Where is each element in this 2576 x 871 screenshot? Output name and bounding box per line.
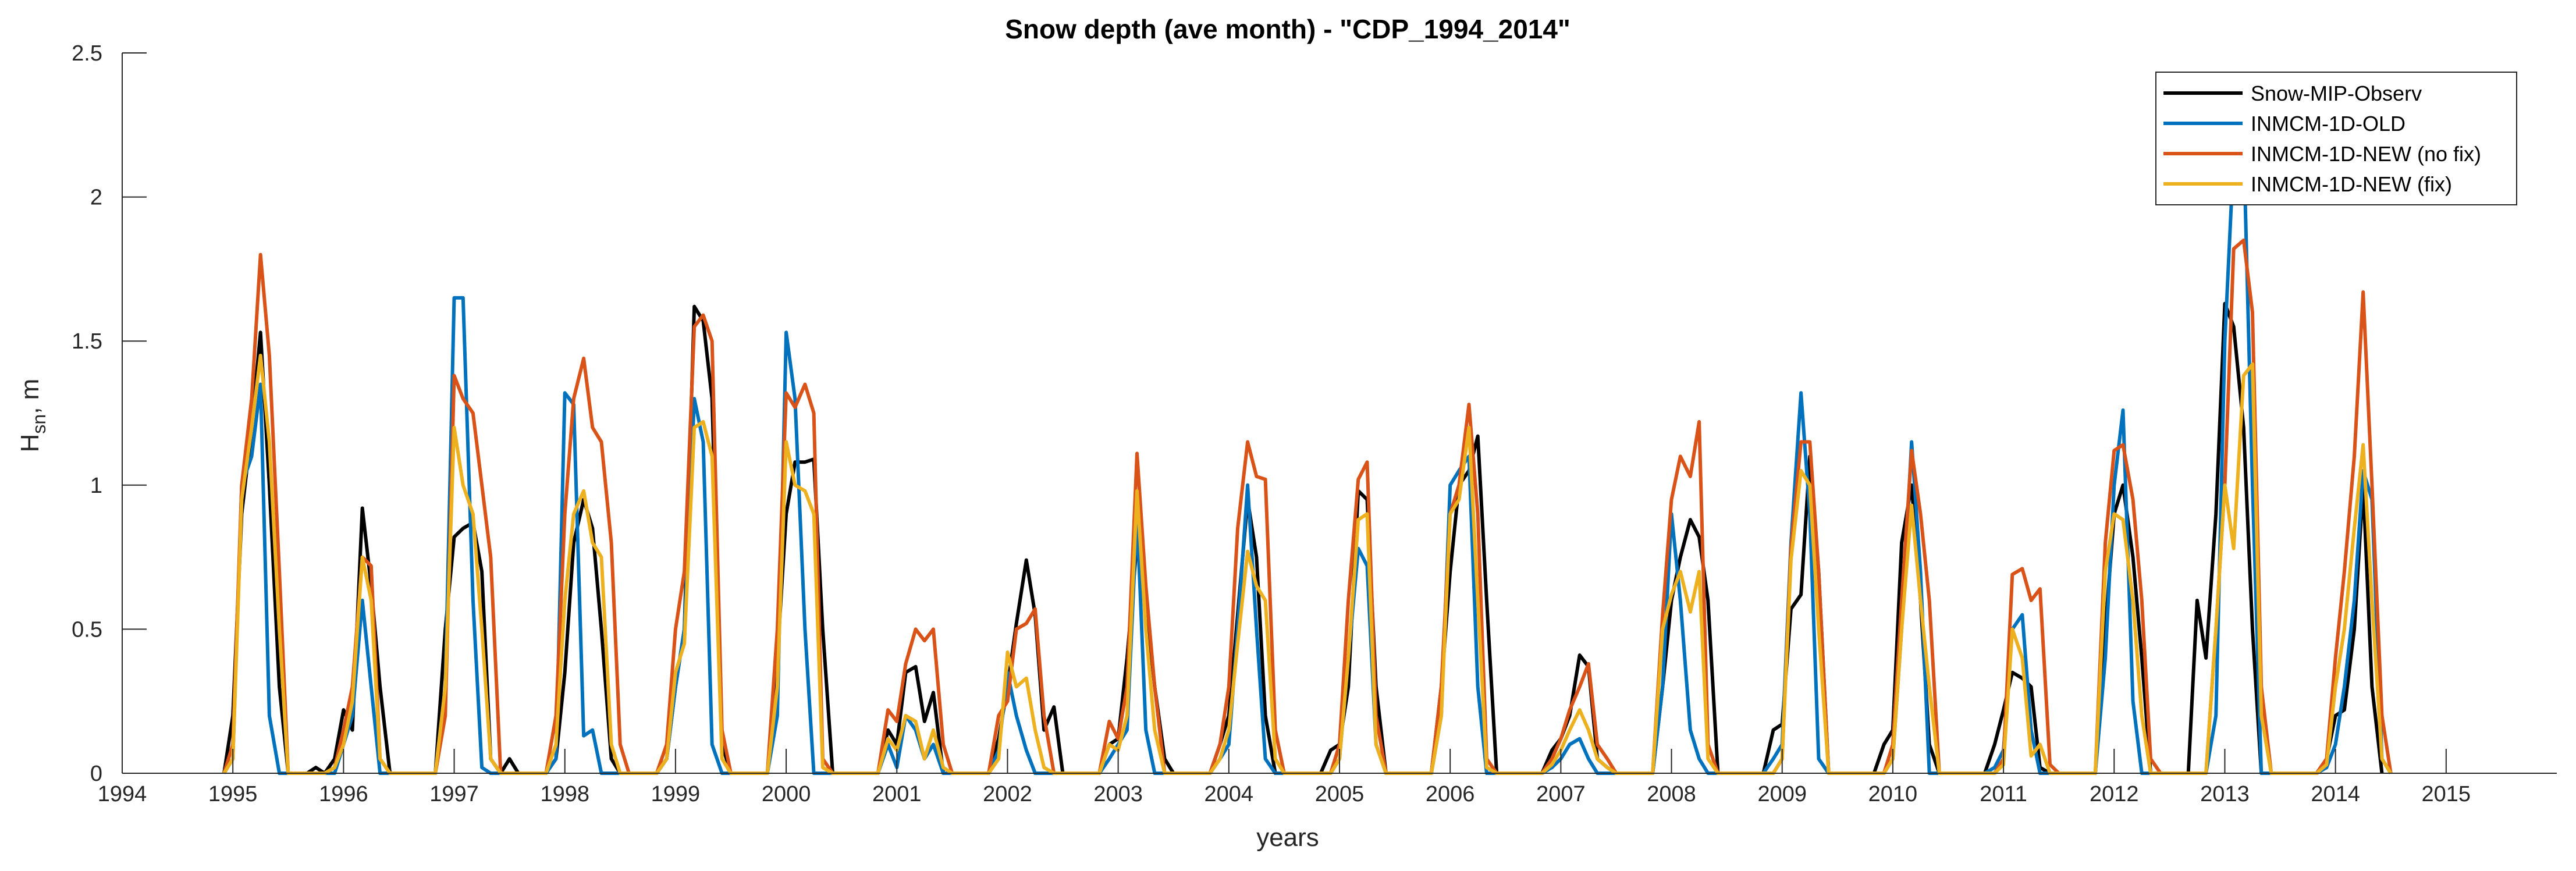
- tick-layer: 1994 1995 1996 1997 1998 1999 2000 2001 2002 2003…: [72, 41, 2471, 806]
- legend-label-3: INMCM-1D-NEW (fix): [2251, 172, 2452, 196]
- y-tick-label: 1.5: [72, 329, 102, 354]
- x-tick-label: 2003: [1093, 782, 1143, 806]
- x-axis-label: years: [1256, 823, 1319, 852]
- x-tick-label: 2009: [1757, 782, 1807, 806]
- x-tick-label: 2004: [1204, 782, 1254, 806]
- x-tick-label: 2000: [762, 782, 811, 806]
- x-tick-label: 1996: [319, 782, 368, 806]
- x-tick-label: 2010: [1868, 782, 1918, 806]
- x-tick-label: 1995: [208, 782, 258, 806]
- x-tick-label: 2012: [2090, 782, 2139, 806]
- x-tick-label: 1998: [540, 782, 589, 806]
- x-tick-label: 2008: [1647, 782, 1696, 806]
- x-tick-label: 1994: [98, 782, 147, 806]
- x-tick-label: 2013: [2200, 782, 2250, 806]
- x-tick-label: 2011: [1980, 782, 2027, 806]
- plot-area: [122, 53, 2557, 773]
- x-tick-label: 2001: [872, 782, 922, 806]
- y-axis-label-subscript: sn: [29, 414, 49, 434]
- series-line-3: [222, 354, 2393, 775]
- x-tick-label: 2002: [983, 782, 1032, 806]
- legend-label-0: Snow-MIP-Observ: [2251, 81, 2422, 105]
- legend: Snow-MIP-Observ INMCM-1D-OLD INMCM-1D-NE…: [2155, 72, 2517, 205]
- y-tick-label: 0.5: [72, 617, 102, 642]
- y-axis-label-group: Hsn, m: [16, 379, 49, 453]
- y-tick-label: 1: [90, 474, 102, 498]
- legend-label-2: INMCM-1D-NEW (no fix): [2251, 142, 2481, 166]
- x-tick-label: 2007: [1536, 782, 1586, 806]
- x-tick-label: 2015: [2422, 782, 2471, 806]
- x-tick-label: 2014: [2311, 782, 2360, 806]
- x-tick-label: 1999: [651, 782, 701, 806]
- y-tick-label: 2.5: [72, 41, 102, 66]
- y-axis-label-main: H: [16, 434, 44, 453]
- x-tick-label: 1997: [429, 782, 479, 806]
- series-line-2: [222, 238, 2393, 775]
- y-axis-label: Hsn, m: [16, 379, 49, 453]
- y-axis-label-unit: , m: [16, 379, 44, 414]
- x-tick-label: 2006: [1426, 782, 1475, 806]
- y-tick-label: 0: [90, 762, 102, 786]
- x-tick-label: 2005: [1315, 782, 1365, 806]
- chart-title: Snow depth (ave month) - "CDP_1994_2014": [1005, 14, 1571, 44]
- y-tick-label: 2: [90, 186, 102, 210]
- legend-label-1: INMCM-1D-OLD: [2251, 112, 2406, 136]
